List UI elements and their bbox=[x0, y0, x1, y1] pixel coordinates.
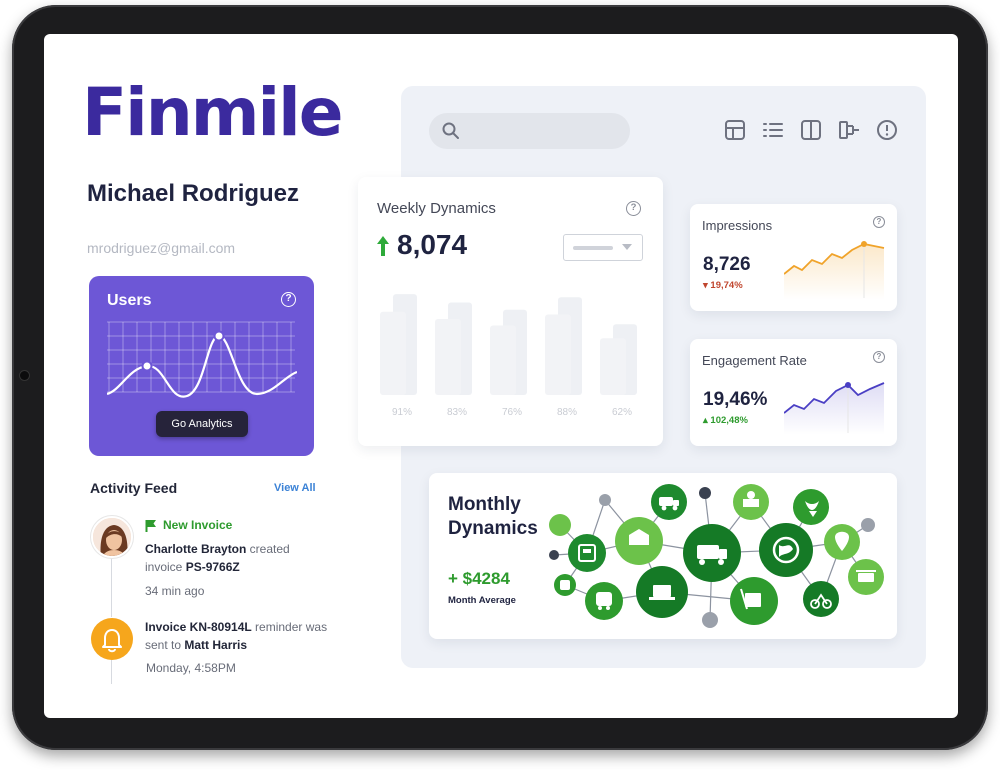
chevron-down-icon bbox=[622, 244, 632, 250]
impressions-value: 8,726 bbox=[703, 254, 751, 275]
weekly-dynamics-value: 8,074 bbox=[397, 229, 468, 260]
event-2-ref[interactable]: Invoice KN-80914L bbox=[145, 620, 252, 634]
monthly-dynamics-subtitle: Month Average bbox=[448, 595, 516, 606]
view-all-link[interactable]: View All bbox=[274, 482, 316, 494]
bar bbox=[600, 338, 626, 395]
engagement-title: Engagement Rate bbox=[702, 353, 807, 368]
monthly-dynamics-card: Monthly Dynamics + $4284 Month Average bbox=[429, 473, 897, 639]
arrow-up-icon bbox=[377, 236, 389, 256]
users-card-title: Users bbox=[107, 292, 152, 309]
timeline-line bbox=[111, 654, 112, 684]
engagement-card: Engagement Rate ? 19,46% ▴ 102,48% bbox=[690, 339, 897, 446]
bar bbox=[435, 319, 461, 395]
app-screen: Finmile Michael Rodriguez mrodriguez@gma… bbox=[44, 34, 958, 718]
event-2-text: Invoice KN-80914L reminder was sent to M… bbox=[145, 620, 328, 652]
flow-icon[interactable] bbox=[838, 119, 860, 141]
columns-icon[interactable] bbox=[800, 119, 822, 141]
impressions-card: Impressions ? 8,726 ▾ 19,74% bbox=[690, 204, 897, 311]
user-email: mrodriguez@gmail.com bbox=[87, 240, 236, 256]
monthly-dynamics-value: + $4284 bbox=[448, 569, 510, 588]
help-icon[interactable]: ? bbox=[873, 351, 885, 363]
logistics-network-graphic bbox=[549, 484, 884, 628]
list-icon[interactable] bbox=[762, 119, 784, 141]
event-1-ref[interactable]: PS-9766Z bbox=[185, 560, 240, 574]
engagement-value: 19,46% bbox=[703, 389, 768, 410]
users-line-chart bbox=[107, 321, 297, 398]
weekly-dynamics-title: Weekly Dynamics bbox=[377, 200, 496, 217]
search-input[interactable] bbox=[429, 113, 630, 149]
impressions-delta: ▾ 19,74% bbox=[703, 280, 743, 291]
bar bbox=[380, 311, 406, 395]
impressions-sparkline bbox=[784, 241, 885, 300]
flag-icon bbox=[145, 520, 156, 532]
period-dropdown[interactable] bbox=[563, 234, 643, 261]
weekly-dynamics-card: Weekly Dynamics ? 8,074 91% 83% 76% 88% 62% bbox=[358, 177, 663, 446]
user-name: Michael Rodriguez bbox=[87, 180, 300, 207]
help-icon[interactable]: ? bbox=[873, 216, 885, 228]
table-icon[interactable] bbox=[724, 119, 746, 141]
timeline-line bbox=[111, 557, 112, 617]
help-icon[interactable]: ? bbox=[281, 292, 296, 307]
users-card: Users ? Go Analytics bbox=[89, 276, 314, 456]
camera-icon bbox=[20, 371, 29, 380]
help-icon[interactable]: ? bbox=[626, 201, 641, 216]
engagement-delta: ▴ 102,48% bbox=[703, 415, 748, 426]
alert-icon[interactable] bbox=[876, 119, 898, 141]
impressions-title: Impressions bbox=[702, 218, 773, 233]
bar-label: 76% bbox=[501, 407, 522, 418]
weekly-bar-chart bbox=[380, 294, 637, 395]
event-1-actor[interactable]: Charlotte Brayton bbox=[145, 542, 247, 556]
bar-label: 83% bbox=[446, 407, 467, 418]
event-2-target[interactable]: Matt Harris bbox=[184, 638, 248, 652]
new-invoice-tag: New Invoice bbox=[163, 518, 233, 532]
bar-label: 91% bbox=[391, 407, 412, 418]
bar bbox=[490, 325, 516, 395]
bar-label: 62% bbox=[611, 407, 632, 418]
bar-label: 88% bbox=[556, 407, 577, 418]
engagement-sparkline bbox=[784, 382, 885, 435]
bar bbox=[545, 314, 571, 395]
search-icon bbox=[442, 122, 459, 139]
monthly-dynamics-title: Monthly Dynamics bbox=[448, 494, 538, 539]
activity-feed-title: Activity Feed bbox=[90, 480, 178, 496]
event-1-time: 34 min ago bbox=[145, 584, 205, 598]
bell-icon bbox=[91, 618, 133, 660]
finmile-logo: Finmile bbox=[82, 74, 343, 151]
event-2-time: Monday, 4:58PM bbox=[146, 661, 236, 675]
go-analytics-button[interactable]: Go Analytics bbox=[156, 411, 248, 437]
event-1-text: Charlotte Brayton created invoice PS-976… bbox=[145, 542, 290, 574]
avatar bbox=[91, 516, 133, 558]
